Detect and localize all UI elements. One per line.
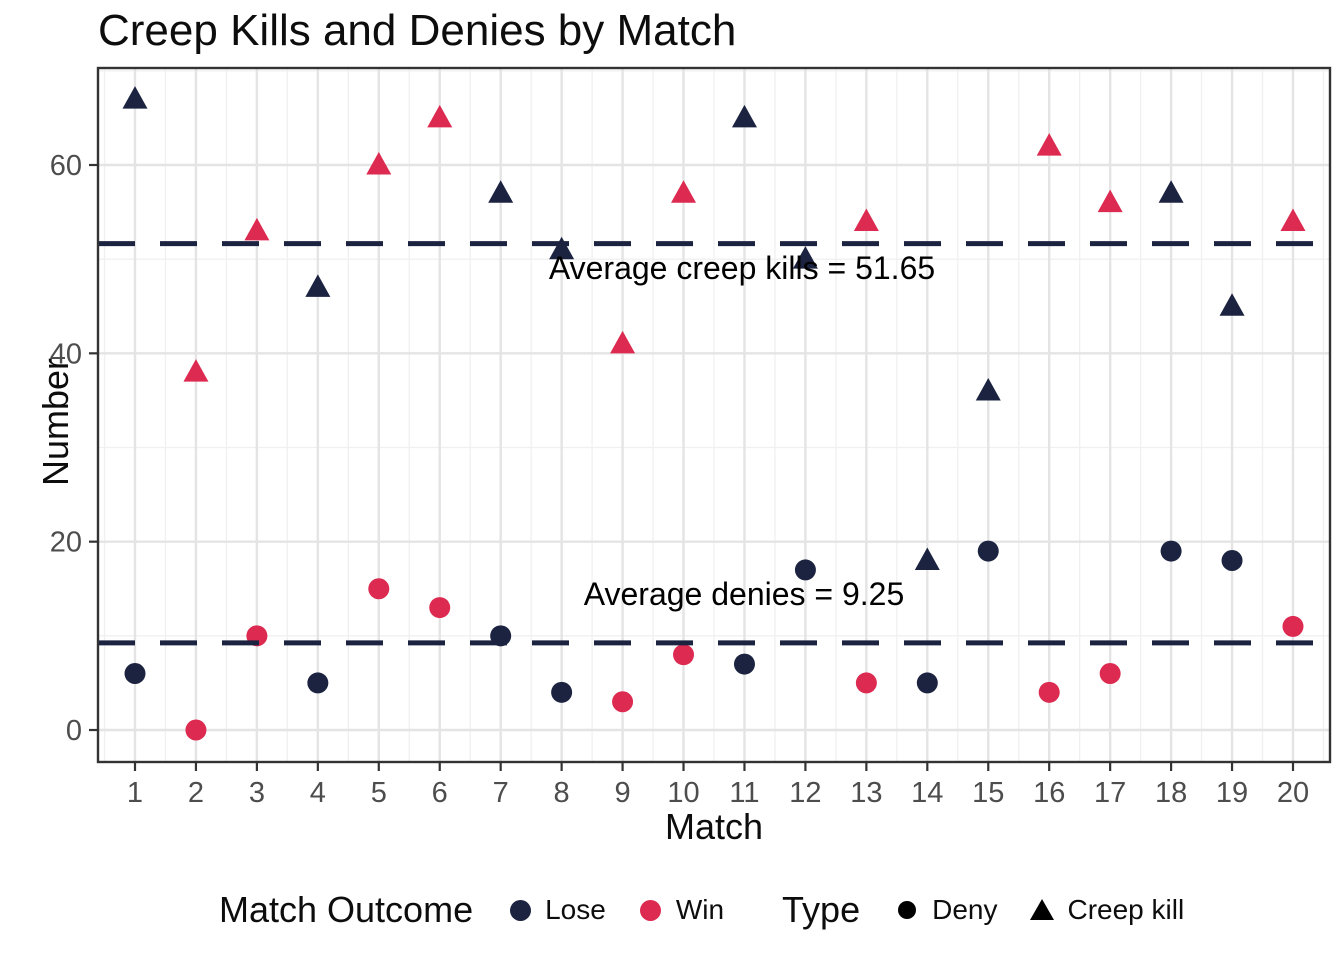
data-point-creep-kill xyxy=(305,274,331,297)
y-tick-label: 0 xyxy=(66,715,82,747)
data-point-deny xyxy=(855,672,877,694)
legend-label-win: Win xyxy=(675,894,725,925)
data-point-creep-kill xyxy=(731,104,757,128)
data-point-creep-kill xyxy=(610,330,636,354)
data-point-deny xyxy=(429,597,451,619)
data-point-creep-kill xyxy=(244,217,270,241)
avg-denies-annotation: Average denies = 9.25 xyxy=(583,576,905,612)
win-dot-icon xyxy=(634,899,668,921)
avg-creep-kills-annotation: Average creep kills = 51.65 xyxy=(548,250,936,286)
data-point-deny xyxy=(307,672,329,694)
data-point-deny xyxy=(977,540,999,562)
data-point-deny xyxy=(1221,549,1243,571)
x-tick-label: 12 xyxy=(789,777,821,809)
x-tick-label: 8 xyxy=(554,777,570,809)
x-tick-label: 16 xyxy=(1033,777,1065,809)
data-point-deny xyxy=(612,691,634,713)
data-point-creep-kill xyxy=(183,359,209,382)
data-point-deny xyxy=(916,672,938,694)
x-tick-label: 3 xyxy=(249,777,265,809)
chart-title: Creep Kills and Denies by Match xyxy=(98,6,737,55)
data-point-deny xyxy=(124,662,146,684)
x-tick-label: 10 xyxy=(667,777,699,809)
x-tick-label: 11 xyxy=(729,777,759,809)
x-tick-label: 4 xyxy=(310,777,326,809)
data-point-creep-kill xyxy=(792,246,818,269)
legend-key-lose: Lose xyxy=(503,894,606,926)
legend-key-creep-kill: Creep kill xyxy=(1025,894,1184,926)
legend-key-win: Win xyxy=(634,894,724,926)
data-point-creep-kill xyxy=(366,151,392,175)
deny-circle-icon xyxy=(890,901,924,919)
data-point-deny xyxy=(1038,681,1060,703)
y-tick-label: 40 xyxy=(50,338,82,370)
legend-label-deny: Deny xyxy=(932,894,998,925)
data-point-deny xyxy=(1160,540,1182,562)
data-point-creep-kill xyxy=(1280,208,1306,231)
creep-kill-triangle-icon xyxy=(1025,898,1059,922)
data-point-deny xyxy=(794,559,816,581)
x-tick-label: 19 xyxy=(1216,777,1248,809)
x-tick-label: 1 xyxy=(127,777,143,809)
data-point-creep-kill xyxy=(427,104,453,128)
legend-key-deny: Deny xyxy=(890,894,997,926)
y-axis-title: Number xyxy=(35,357,76,487)
data-point-creep-kill xyxy=(1158,180,1184,203)
data-point-creep-kill xyxy=(914,547,940,570)
data-point-creep-kill xyxy=(122,86,148,109)
data-point-creep-kill xyxy=(1219,293,1245,316)
legend: Match Outcome Lose Win Type Deny C xyxy=(219,884,1212,936)
x-tick-label: 14 xyxy=(911,777,943,809)
data-point-creep-kill xyxy=(488,180,514,203)
data-point-deny xyxy=(1282,615,1304,637)
x-tick-label: 13 xyxy=(850,777,882,809)
data-point-creep-kill xyxy=(1097,189,1123,213)
data-point-deny xyxy=(368,578,390,600)
legend-label-lose: Lose xyxy=(545,894,606,925)
x-tick-label: 2 xyxy=(188,777,204,809)
data-point-deny xyxy=(733,653,755,675)
legend-label-creep-kill: Creep kill xyxy=(1067,894,1185,925)
x-tick-label: 6 xyxy=(432,777,448,809)
data-point-deny xyxy=(1099,662,1121,684)
x-tick-label: 17 xyxy=(1094,777,1126,809)
y-tick-label: 60 xyxy=(50,150,82,182)
data-point-creep-kill xyxy=(671,180,697,203)
x-tick-label: 18 xyxy=(1155,777,1187,809)
x-tick-label: 9 xyxy=(615,777,631,809)
legend-outcome-title: Match Outcome xyxy=(219,889,474,930)
x-tick-label: 7 xyxy=(493,777,509,809)
x-axis-title: Match xyxy=(664,806,764,847)
data-point-creep-kill xyxy=(1036,133,1062,156)
data-point-creep-kill xyxy=(853,208,879,231)
x-tick-label: 15 xyxy=(972,777,1004,809)
data-point-deny xyxy=(673,644,695,666)
panel-border xyxy=(96,66,1332,764)
lose-dot-icon xyxy=(503,899,537,921)
data-point-creep-kill xyxy=(975,377,1001,401)
data-point-deny xyxy=(185,719,207,741)
x-tick-label: 20 xyxy=(1277,777,1309,809)
legend-type-title: Type xyxy=(782,889,861,930)
data-point-deny xyxy=(551,681,573,703)
data-point-creep-kill xyxy=(549,236,575,260)
y-tick-label: 20 xyxy=(50,527,82,559)
x-tick-label: 5 xyxy=(371,777,387,809)
